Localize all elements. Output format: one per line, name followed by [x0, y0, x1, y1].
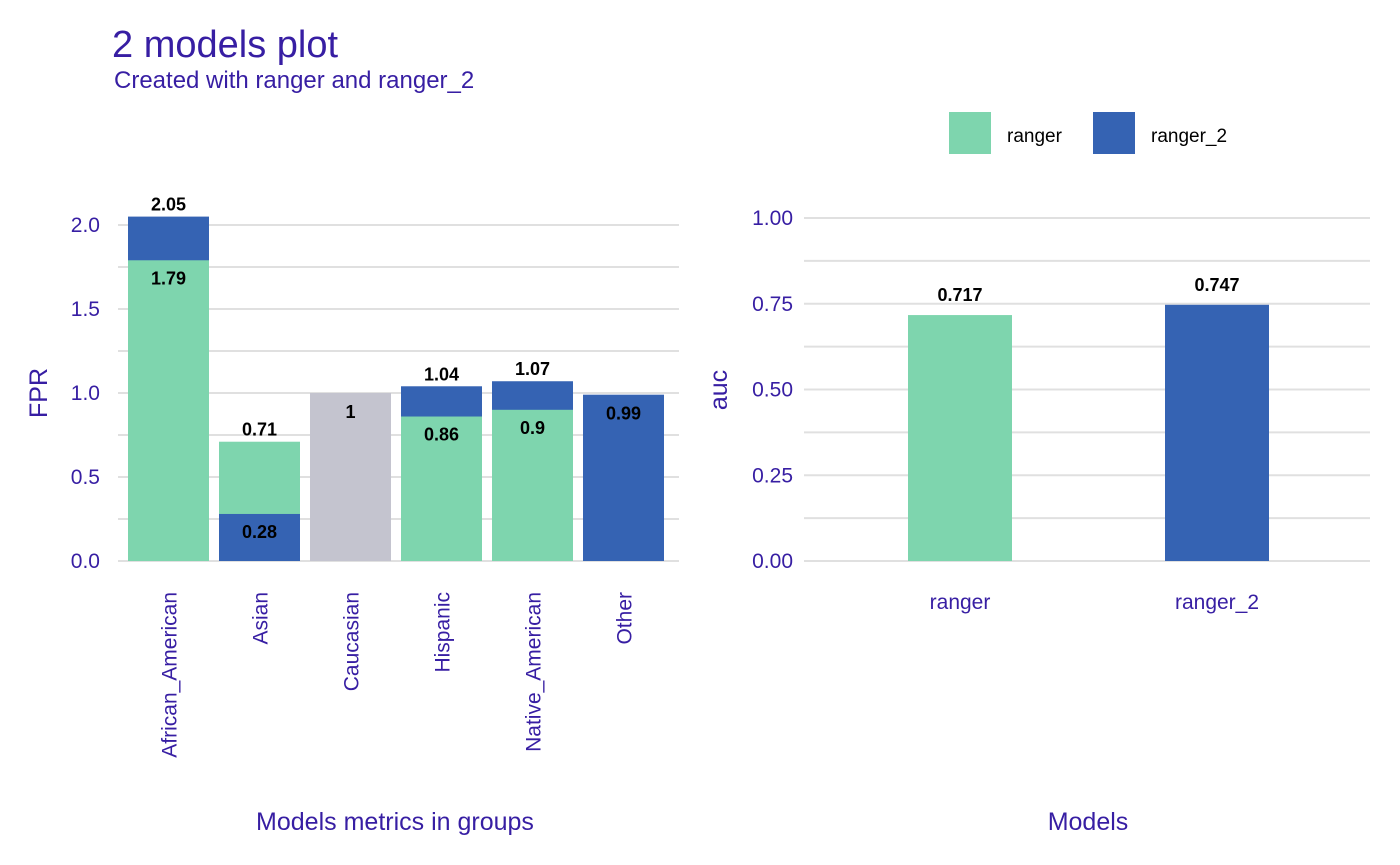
x-tick-label: Hispanic	[432, 592, 455, 673]
chart-subtitle: Created with ranger and ranger_2	[114, 67, 475, 94]
bar-ranger-2-Asian	[219, 513, 300, 561]
data-label: 2.05	[151, 195, 186, 215]
x-tick-label: Native_American	[523, 592, 546, 752]
legend: ranger ranger_2	[949, 112, 1227, 154]
y-tick-label: 0.0	[71, 550, 100, 573]
y-tick-label: 0.50	[752, 379, 793, 402]
fpr-panel: 0.0 0.5 1.0 1.5 2.0 FPR Models metrics in grou…	[25, 195, 679, 836]
chart-title: 2 models plot	[112, 24, 339, 66]
data-label: 0.99	[606, 404, 641, 424]
data-label: 0.9	[520, 418, 545, 438]
bar-ranger-2	[1165, 304, 1269, 561]
y-tick-label: 1.00	[752, 207, 793, 230]
legend-label-ranger-2: ranger_2	[1151, 126, 1227, 147]
y-tick-label: 0.00	[752, 550, 793, 573]
data-label: 0.86	[424, 425, 459, 445]
bar-reference-Caucasian	[310, 393, 391, 561]
data-label: 0.28	[242, 522, 277, 542]
y-axis-title: auc	[705, 370, 733, 410]
x-tick-label: Asian	[250, 592, 273, 645]
y-axis-title: FPR	[25, 368, 53, 418]
data-label: 1	[345, 402, 355, 422]
x-tick-label: Other	[614, 592, 637, 645]
y-tick-label: 0.5	[71, 466, 100, 489]
y-tick-label: 1.5	[71, 298, 100, 321]
bar-ranger-Hispanic	[401, 416, 482, 561]
data-label: 0.71	[242, 420, 277, 440]
x-tick-label: ranger_2	[1175, 591, 1259, 614]
data-label: 1.04	[424, 364, 459, 384]
bar-ranger-2-Other	[583, 394, 664, 561]
auc-panel: 0.00 0.25 0.50 0.75 1.00 auc Models 0.717 ranger…	[705, 207, 1370, 836]
y-tick-label: 0.75	[752, 293, 793, 316]
y-tick-label: 0.25	[752, 464, 793, 487]
data-label: 1.07	[515, 359, 550, 379]
y-tick-label: 1.0	[71, 382, 100, 405]
y-tick-label: 2.0	[71, 214, 100, 237]
legend-label-ranger: ranger	[1007, 126, 1063, 147]
legend-swatch-ranger	[949, 112, 991, 154]
data-label: 0.717	[937, 285, 982, 305]
bar-ranger-Native_American	[492, 409, 573, 561]
x-axis-title: Models metrics in groups	[256, 808, 534, 836]
x-tick-label: Caucasian	[341, 592, 364, 691]
bar-ranger-African_American	[128, 260, 209, 561]
legend-swatch-ranger-2	[1093, 112, 1135, 154]
bar-ranger	[908, 315, 1012, 561]
data-label: 0.747	[1194, 275, 1239, 295]
x-tick-label: African_American	[159, 592, 182, 758]
x-tick-label: ranger	[930, 591, 991, 614]
data-label: 1.79	[151, 268, 186, 288]
x-axis-title: Models	[1048, 808, 1129, 836]
